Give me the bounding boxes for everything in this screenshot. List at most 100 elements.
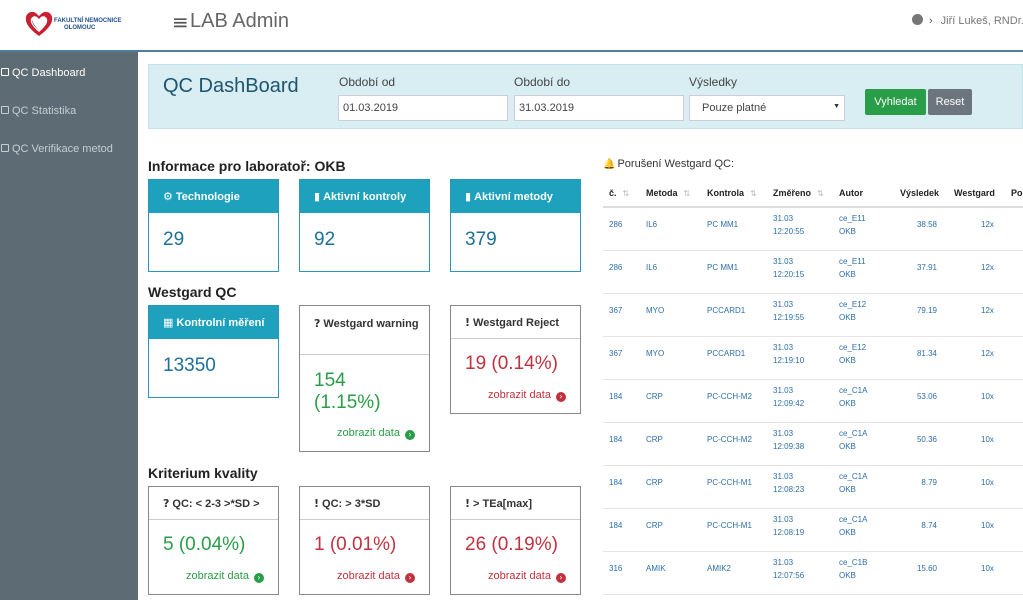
sidebar-item-label: QC Statistika xyxy=(12,105,77,117)
westgard-warning-value: 154 (1.15%) xyxy=(314,370,381,413)
reset-button[interactable]: Reset xyxy=(928,89,972,115)
card-header: ! > TEa[max] xyxy=(451,487,580,520)
table-row[interactable]: 184 CRP PC-CCH-M1 31.03 12:08:19 ce_C1A OK… xyxy=(603,509,1023,552)
westgard-reject-card: ! Westgard Reject 19 (0.14%) zobrazit dat… xyxy=(450,305,581,414)
tea-max-value: 26 (0.19%) xyxy=(465,534,558,555)
active-methods-card: ▮ Aktivní metody 379 xyxy=(450,179,581,272)
qc-2-3-sd-show-data-link[interactable]: zobrazit data › xyxy=(186,570,264,583)
clipboard-icon: ▮ xyxy=(465,190,472,203)
search-button[interactable]: Vyhledat xyxy=(865,89,926,115)
bell-icon: 🔔 xyxy=(603,159,616,170)
qc-3-sd-value: 1 (0.01%) xyxy=(314,534,397,555)
column-header-control[interactable]: Kontrola ⇅ xyxy=(707,188,757,198)
westgard-warning-card: ? Westgard warning 154 (1.15%) zobrazit d… xyxy=(299,305,430,452)
results-label: Výsledky xyxy=(689,75,738,89)
sidebar-item-qc-statistika[interactable]: QC Statistika xyxy=(0,92,138,130)
menu-icon[interactable]: ≡ xyxy=(172,10,189,34)
table-row[interactable]: 286 IL6 PC MM1 31.03 12:20:15 ce_E11 OKB 3… xyxy=(603,251,1023,294)
sort-icon: ⇅ xyxy=(683,189,691,198)
user-name: Jiří Lukeš, RNDr. xyxy=(940,15,1023,27)
arrow-circle-right-icon: › xyxy=(405,573,415,583)
column-header-extra[interactable]: Po xyxy=(1011,188,1023,198)
violations-table: 286 IL6 PC MM1 31.03 12:20:55 ce_E11 OKB 3… xyxy=(603,208,1023,600)
clipboard-icon: ▮ xyxy=(314,190,321,203)
table-row[interactable]: 184 CRP PC-CCH-M1 31.03 12:08:23 ce_C1A OK… xyxy=(603,466,1023,509)
sort-icon: ⇅ xyxy=(817,189,824,198)
results-select-value: Pouze platné xyxy=(702,102,767,114)
dashboard-icon xyxy=(1,68,9,76)
card-header: ▮ Aktivní metody xyxy=(451,180,580,213)
page-title: QC DashBoard xyxy=(163,75,299,97)
table-icon: ▦ xyxy=(163,316,174,329)
technology-count: 29 xyxy=(163,229,185,250)
tea-max-show-data-link[interactable]: zobrazit data › xyxy=(488,570,566,583)
card-header: ? QC: < 2-3 >*SD > xyxy=(149,487,278,520)
table-row[interactable]: 184 CRP PC-CCH-M2 31.03 12:09:42 ce_C1A OK… xyxy=(603,380,1023,423)
technology-card: ⚙ Technologie 29 xyxy=(148,179,279,272)
column-header-westgard[interactable]: Westgard xyxy=(954,188,995,198)
sort-icon: ⇅ xyxy=(750,189,757,198)
table-row[interactable]: 184 CRP PC-CCH-M2 31.03 12:09:38 ce_C1A OK… xyxy=(603,423,1023,466)
question-icon: ? xyxy=(314,317,321,330)
active-controls-count: 92 xyxy=(314,229,336,250)
table-row[interactable]: 286 IL6 PC MM1 31.03 12:20:55 ce_E11 OKB 3… xyxy=(603,208,1023,251)
to-date-input[interactable]: 31.03.2019 xyxy=(514,95,684,121)
chevron-right-icon: › xyxy=(929,15,933,27)
qc-3-sd-card: ! QC: > 3*SD 1 (0.01%) zobrazit data › xyxy=(299,486,430,595)
tea-max-card: ! > TEa[max] 26 (0.19%) zobrazit data › xyxy=(450,486,581,595)
sidebar-item-label: QC Verifikace metod xyxy=(12,143,113,155)
to-label: Období do xyxy=(514,75,571,89)
gear-icon: ⚙ xyxy=(163,190,173,203)
top-header: FAKULTNÍ NEMOCNICE OLOMOUC ≡ LAB Admin ›… xyxy=(0,0,1023,52)
exclamation-icon: ! xyxy=(314,497,320,510)
violations-title: 🔔 Porušení Westgard QC: xyxy=(603,158,735,170)
sort-icon: ⇅ xyxy=(622,189,630,198)
card-header: ! Westgard Reject xyxy=(451,306,580,339)
arrow-circle-right-icon: › xyxy=(556,573,566,583)
verification-icon xyxy=(1,144,9,152)
table-row[interactable]: 367 MYO PCCARD1 31.03 12:19:10 ce_E12 OKB … xyxy=(603,337,1023,380)
from-label: Období od xyxy=(339,75,396,89)
app-title: LAB Admin xyxy=(190,10,289,32)
column-header-author[interactable]: Autor xyxy=(839,188,863,198)
hospital-logo[interactable]: FAKULTNÍ NEMOCNICE OLOMOUC xyxy=(22,8,142,40)
qc-2-3-sd-card: ? QC: < 2-3 >*SD > 5 (0.04%) zobrazit dat… xyxy=(148,486,279,595)
arrow-circle-right-icon: › xyxy=(405,430,415,440)
qc-3-sd-show-data-link[interactable]: zobrazit data › xyxy=(337,570,415,583)
westgard-reject-value: 19 (0.14%) xyxy=(465,353,558,374)
sidebar: QC Dashboard QC Statistika QC Verifikace… xyxy=(0,52,138,600)
arrow-circle-right-icon: › xyxy=(556,392,566,402)
column-header-id[interactable]: č. ⇅ xyxy=(609,188,630,198)
exclamation-icon: ! xyxy=(465,497,471,510)
results-select[interactable]: Pouze platné ▼ xyxy=(689,95,845,121)
qc-2-3-sd-value: 5 (0.04%) xyxy=(163,534,246,555)
table-row[interactable]: 367 MYO PCCARD1 31.03 12:19:55 ce_E12 OKB … xyxy=(603,294,1023,337)
card-header: ? Westgard warning xyxy=(300,306,429,355)
column-header-result[interactable]: Výsledek xyxy=(900,188,940,198)
sidebar-item-label: QC Dashboard xyxy=(12,67,86,79)
user-menu[interactable]: › Jiří Lukeš, RNDr. xyxy=(912,14,1023,27)
column-header-measured[interactable]: Změřeno ⇅ xyxy=(773,188,824,198)
control-measurement-count: 13350 xyxy=(163,355,216,376)
question-icon: ? xyxy=(163,497,170,510)
table-row[interactable]: 316 AMIK AMIK2 31.03 12:07:56 ce_C1B OKB 1… xyxy=(603,552,1023,595)
card-header: ⚙ Technologie xyxy=(149,180,278,213)
warning-show-data-link[interactable]: zobrazit data › xyxy=(337,427,415,440)
arrow-circle-right-icon: › xyxy=(254,573,264,583)
card-header: ▦ Kontrolní měření xyxy=(149,306,278,339)
user-icon xyxy=(912,14,923,25)
quality-title: Kriterium kvality xyxy=(148,465,258,481)
table-header: č. ⇅ Metoda ⇅ Kontrola ⇅ Změřeno ⇅ Autor Výs… xyxy=(603,178,1023,208)
exclamation-icon: ! xyxy=(465,316,471,329)
sidebar-item-qc-dashboard[interactable]: QC Dashboard xyxy=(0,54,138,92)
from-date-input[interactable]: 01.03.2019 xyxy=(338,95,508,121)
sidebar-item-qc-verifikace[interactable]: QC Verifikace metod xyxy=(0,130,138,168)
logo-text: FAKULTNÍ NEMOCNICE OLOMOUC xyxy=(54,18,122,31)
lab-info-title: Informace pro laboratoř: OKB xyxy=(148,158,346,174)
column-header-method[interactable]: Metoda ⇅ xyxy=(646,188,691,198)
card-header: ! QC: > 3*SD xyxy=(300,487,429,520)
caret-down-icon: ▼ xyxy=(833,103,840,110)
active-controls-card: ▮ Aktivní kontroly 92 xyxy=(299,179,430,272)
reject-show-data-link[interactable]: zobrazit data › xyxy=(488,389,566,402)
heart-logo-icon xyxy=(25,11,53,37)
